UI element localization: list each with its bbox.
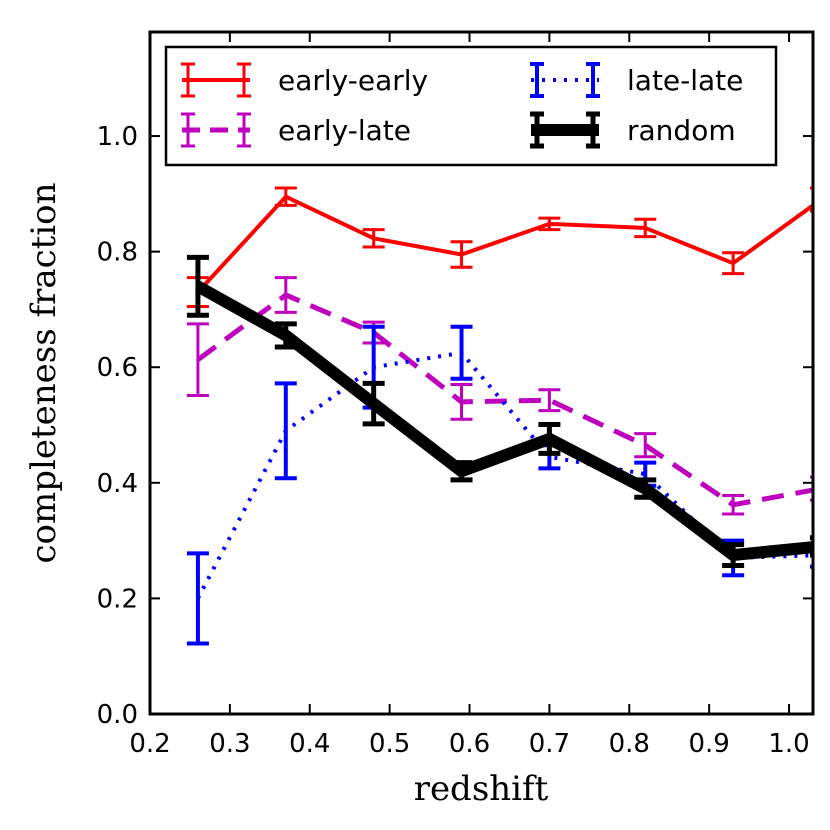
series-line-late-late bbox=[196, 350, 813, 600]
error-bar bbox=[450, 383, 473, 421]
legend-entry-late-late: late-late bbox=[530, 62, 743, 98]
error-bar bbox=[274, 186, 297, 207]
series-line-early-early bbox=[196, 194, 813, 294]
error-bar bbox=[634, 217, 657, 239]
x-tick-label: 0.2 bbox=[129, 729, 170, 759]
error-bar bbox=[274, 381, 297, 481]
y-axis-label: completeness fraction bbox=[24, 182, 64, 563]
error-bar bbox=[450, 460, 473, 483]
x-tick-label: 0.3 bbox=[209, 729, 250, 759]
x-tick-label: 0.4 bbox=[289, 729, 330, 759]
x-tick-label: 0.5 bbox=[369, 729, 410, 759]
series-early-early bbox=[186, 186, 813, 309]
error-bar bbox=[450, 324, 473, 381]
y-tick-label: 0.4 bbox=[97, 469, 138, 499]
error-bar bbox=[538, 216, 561, 232]
error-bar bbox=[186, 322, 209, 398]
error-bar bbox=[634, 477, 657, 500]
error-bar bbox=[362, 228, 385, 249]
error-bar bbox=[634, 432, 657, 459]
y-tick-label: 0.6 bbox=[97, 353, 138, 383]
legend-label: early-late bbox=[278, 114, 411, 147]
legend-label: late-late bbox=[627, 64, 743, 97]
y-tick-label: 0.2 bbox=[97, 584, 138, 614]
x-tick-label: 0.6 bbox=[449, 729, 490, 759]
legend-label: early-early bbox=[278, 64, 428, 97]
legend-entry-early-late: early-late bbox=[181, 112, 411, 148]
x-tick-label: 0.7 bbox=[529, 729, 570, 759]
error-bar bbox=[274, 276, 297, 314]
legend-entry-random: random bbox=[530, 111, 736, 149]
plot-frame bbox=[148, 30, 815, 716]
error-bar bbox=[722, 494, 745, 516]
error-bar bbox=[450, 240, 473, 269]
series-layer bbox=[186, 186, 813, 646]
x-tick-label: 0.9 bbox=[688, 729, 729, 759]
error-bar bbox=[362, 380, 385, 427]
error-bar bbox=[722, 251, 745, 276]
series-random bbox=[186, 254, 813, 568]
y-tick-label: 0.8 bbox=[97, 238, 138, 268]
legend: early-early early-late late-late random bbox=[164, 45, 778, 167]
x-axis-label: redshift bbox=[414, 769, 549, 809]
error-bar bbox=[722, 542, 745, 568]
series-line-early-late bbox=[196, 292, 813, 508]
y-tick-label: 0.0 bbox=[97, 700, 138, 730]
ticks-layer: 0.2 0.3 0.4 0.5 0.6 0.7 0.8 0.9 1.00.00.20.40.60… bbox=[97, 32, 813, 759]
y-tick-label: 1.0 bbox=[97, 122, 138, 152]
error-bar bbox=[186, 551, 209, 646]
error-bar bbox=[538, 421, 561, 456]
series-late-late bbox=[186, 324, 813, 646]
x-tick-label: 1.0 bbox=[768, 729, 809, 759]
error-bar bbox=[186, 254, 209, 318]
legend-box bbox=[164, 45, 778, 167]
legend-entry-early-early: early-early bbox=[181, 62, 428, 98]
error-bar bbox=[274, 321, 297, 350]
series-line-random bbox=[194, 281, 813, 562]
x-tick-label: 0.8 bbox=[609, 729, 650, 759]
error-bar bbox=[538, 388, 561, 413]
legend-label: random bbox=[627, 114, 736, 147]
